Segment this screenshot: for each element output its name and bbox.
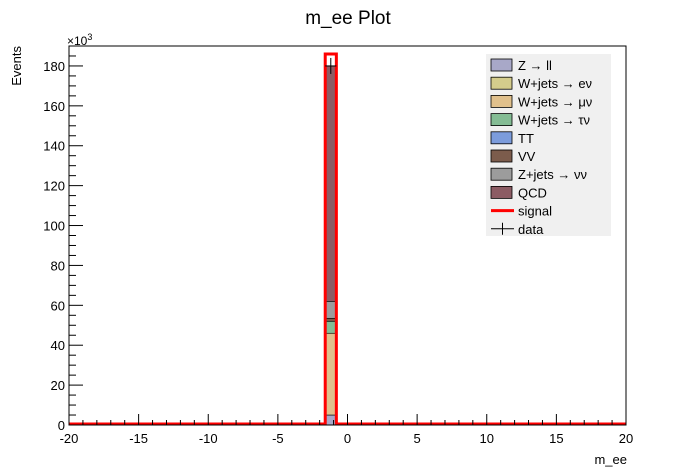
y-tick-label: 60 [51,298,65,313]
legend-swatch [490,76,513,90]
legend-swatch [490,185,513,199]
y-tick-label: 20 [51,378,65,393]
stack-bar-3 [324,320,337,334]
legend-swatch [490,149,513,163]
y-axis: 0 20 40 60 80 100 120 140 160 180 [43,45,83,433]
legend-label: signal [518,204,552,219]
y-axis-exponent: ×103 [67,32,92,48]
x-tick-label: 10 [480,431,494,446]
x-tick-label: -20 [60,431,79,446]
y-axis-exponent-base: ×10 [67,34,88,48]
x-tick-label: -15 [129,431,148,446]
legend-label: VV [518,149,536,164]
y-axis-exponent-power: 3 [87,32,92,42]
legend-label: Z+jets → νν [518,167,587,182]
y-tick-label: 180 [43,59,65,74]
y-tick-label: 120 [43,179,65,194]
y-tick-label: 100 [43,219,65,234]
legend-swatch [490,113,513,126]
legend-label: TT [518,131,534,146]
legend-swatch [490,95,513,108]
stack-bar-5 [324,317,337,322]
legend-swatch [490,58,513,72]
y-tick-label: 40 [51,338,65,353]
x-tick-label: -5 [272,431,284,446]
x-tick-label: 20 [619,431,633,446]
x-axis: -20 -15 -10 -5 0 5 10 15 20 [60,414,633,446]
legend-label: W+jets → μν [518,94,592,109]
stack-bar-6 [324,301,337,319]
x-axis-label: m_ee [594,452,627,467]
stack-bar-0 [324,414,337,426]
y-tick-label: 80 [51,258,65,273]
legend: Z → ll W+jets → eν W+jets → μν W+jets → τν T… [490,58,592,237]
legend-label: data [518,222,544,237]
x-tick-label: 0 [344,431,351,446]
stacked-bars [324,65,337,426]
y-tick-label: 140 [43,139,65,154]
x-tick-label: -10 [199,431,218,446]
data-points [325,57,337,74]
legend-label: W+jets → eν [518,76,592,91]
legend-label: Z → ll [518,58,552,73]
y-tick-label: 0 [58,418,65,433]
stack-bar-7 [324,65,337,302]
x-tick-label: 15 [549,431,563,446]
legend-label: QCD [518,185,547,200]
stack-bar-2 [324,332,337,416]
legend-swatch [490,167,513,181]
signal-line [69,52,626,426]
legend-label: W+jets → τν [518,113,590,128]
y-axis-label: Events [9,46,24,86]
y-tick-label: 160 [43,99,65,114]
x-tick-label: 5 [414,431,421,446]
legend-swatch [490,131,513,145]
signal-histogram [69,52,626,426]
chart-title: m_ee Plot [305,8,391,29]
